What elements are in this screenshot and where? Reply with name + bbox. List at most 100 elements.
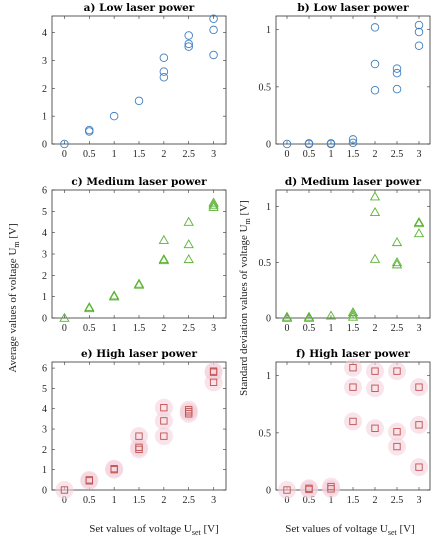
point-glow	[322, 477, 340, 496]
x-tick-label: 1	[112, 149, 117, 160]
y-tick-label: 6	[42, 186, 47, 197]
data-point	[159, 67, 169, 76]
point-glow	[179, 400, 198, 419]
x-tick-label: 1	[329, 323, 334, 334]
point-glow	[55, 481, 74, 499]
data-point	[370, 23, 380, 32]
data-point	[281, 311, 293, 321]
data-point	[209, 25, 218, 35]
data-point	[183, 216, 194, 226]
data-point	[84, 303, 95, 313]
x-tick-label: 2.5	[182, 149, 195, 160]
x-tick-label: 2.5	[391, 323, 404, 334]
data-point	[283, 486, 291, 494]
y-tick-label: 0	[42, 314, 47, 325]
point-glow	[366, 362, 384, 381]
point-glow	[344, 378, 362, 397]
data-point	[209, 378, 218, 386]
data-point	[109, 111, 119, 121]
data-point	[415, 463, 423, 471]
x-tick-label: 1	[112, 323, 117, 334]
panel-d: d) Medium laser power 0 0.5 1 1.5 2 2.5 3 0 0.5 1	[259, 176, 431, 334]
right-x-axis-label: Set values of voltage Uset [V]	[285, 523, 415, 537]
x-tick-label: 1.5	[133, 323, 146, 334]
data-point	[371, 384, 379, 392]
x-tick-label: 2	[373, 323, 378, 334]
point-glow	[410, 458, 428, 477]
data-point	[158, 255, 170, 265]
data-point	[110, 465, 118, 473]
point-glow	[410, 415, 428, 434]
data-point	[348, 138, 358, 148]
y-tick-label: 4	[42, 404, 47, 415]
data-point	[414, 41, 424, 50]
x-tick-label: 0	[285, 323, 290, 334]
left-y-axis-label: Average values of voltage Um [V]	[7, 223, 21, 372]
point-glow	[410, 378, 428, 397]
data-point	[414, 20, 424, 30]
x-tick-label: 2.5	[391, 495, 404, 506]
data-point	[369, 253, 381, 263]
y-tick-label: 1	[266, 25, 271, 36]
data-point	[160, 432, 168, 440]
data-point	[415, 421, 423, 429]
point-glow	[204, 362, 223, 381]
panel-f: f) High laser power 0 0.5 1 1.5 2 2.5 3 0 0.5 1	[259, 348, 431, 506]
y-tick-label: 0.5	[259, 82, 272, 93]
left-x-axis-label: Set values of voltage Uset [V]	[89, 523, 219, 537]
x-tick-label: 2	[373, 149, 378, 160]
y-tick-label: 4	[42, 28, 47, 39]
axes-frame	[275, 15, 431, 145]
panel-title: a) Low laser power	[84, 2, 195, 14]
data-point	[209, 367, 218, 375]
x-tick-label: 1.5	[347, 149, 360, 160]
x-tick-label: 0	[285, 149, 290, 160]
x-tick-label: 3	[417, 323, 422, 334]
panel-b: b) Low laser power 0 0.5 1 1.5 2 2.5 3 0 0.5 1	[259, 2, 431, 160]
x-tick-label: 0.5	[303, 149, 316, 160]
y-tick-label: 1	[42, 112, 47, 123]
x-tick-label: 1	[112, 495, 117, 506]
data-point	[108, 290, 120, 300]
x-tick-label: 0	[62, 495, 67, 506]
y-tick-label: 0	[42, 140, 47, 151]
y-tick-label: 0	[266, 486, 271, 497]
data-point	[160, 404, 168, 412]
x-tick-label: 1.5	[133, 149, 146, 160]
x-tick-label: 3	[211, 323, 216, 334]
data-point	[370, 59, 380, 69]
data-point	[393, 442, 401, 451]
point-glow	[388, 362, 406, 381]
data-point	[85, 125, 94, 135]
data-point	[183, 239, 194, 249]
x-tick-label: 0	[62, 323, 67, 334]
data-point	[413, 216, 425, 227]
x-tick-label: 2	[373, 495, 378, 506]
data-point	[160, 417, 168, 425]
y-tick-label: 6	[42, 364, 47, 375]
x-tick-label: 0.5	[303, 323, 316, 334]
y-tick-label: 5	[42, 207, 47, 218]
y-tick-label: 0	[266, 314, 271, 325]
x-tick-label: 1.5	[133, 495, 146, 506]
axes-frame	[51, 15, 227, 145]
data-point	[281, 312, 293, 322]
data-point	[393, 428, 401, 436]
y-tick-label: 0	[266, 140, 271, 151]
data-point	[413, 218, 425, 228]
data-point	[414, 27, 424, 37]
y-tick-label: 0	[42, 486, 47, 497]
x-tick-label: 0	[285, 495, 290, 506]
panel-title: f) High laser power	[296, 348, 410, 360]
data-point	[392, 64, 402, 73]
data-point	[60, 486, 69, 494]
y-tick-label: 1	[266, 202, 271, 213]
x-tick-label: 1	[329, 495, 334, 506]
point-glow	[366, 419, 384, 438]
y-tick-label: 0.5	[259, 428, 272, 439]
data-point	[183, 254, 194, 264]
point-glow	[388, 437, 406, 456]
data-point	[392, 68, 402, 78]
data-point	[369, 206, 381, 217]
point-glow	[130, 427, 148, 446]
